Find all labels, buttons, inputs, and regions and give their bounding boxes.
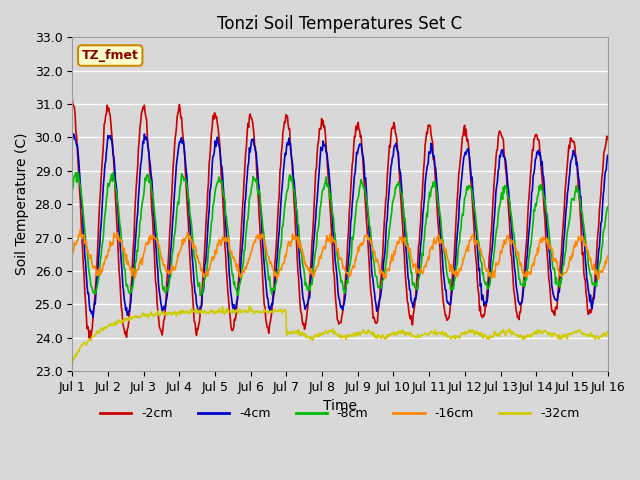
-8cm <box>406 264 414 270</box>
-32cm <box>422 331 429 337</box>
-8cm <box>422 220 429 226</box>
-4cm <box>217 162 225 168</box>
-16cm <box>421 263 429 269</box>
-32cm <box>69 360 77 366</box>
-4cm <box>89 314 97 320</box>
-8cm <box>217 179 225 184</box>
-4cm <box>406 288 414 293</box>
X-axis label: Time: Time <box>323 399 357 413</box>
-8cm <box>188 228 196 234</box>
-2cm <box>421 142 429 147</box>
-2cm <box>87 337 95 343</box>
-4cm <box>68 138 76 144</box>
-4cm <box>604 153 611 158</box>
-32cm <box>246 303 253 309</box>
-16cm <box>188 239 196 245</box>
-8cm <box>134 248 141 254</box>
-8cm <box>68 187 76 193</box>
Legend: -2cm, -4cm, -8cm, -16cm, -32cm: -2cm, -4cm, -8cm, -16cm, -32cm <box>95 402 585 425</box>
-16cm <box>604 253 611 259</box>
-2cm <box>134 163 141 169</box>
Line: -16cm: -16cm <box>72 230 607 279</box>
Text: TZ_fmet: TZ_fmet <box>82 49 139 62</box>
-4cm <box>189 261 196 266</box>
Line: -2cm: -2cm <box>72 99 607 340</box>
-2cm <box>216 153 224 158</box>
-16cm <box>79 232 86 238</box>
Line: -8cm: -8cm <box>72 172 607 296</box>
-16cm <box>216 241 224 247</box>
-16cm <box>68 252 76 258</box>
-4cm <box>79 207 86 213</box>
-8cm <box>79 204 86 209</box>
-16cm <box>134 267 141 273</box>
-2cm <box>406 313 413 319</box>
Line: -4cm: -4cm <box>72 134 607 317</box>
-4cm <box>70 131 77 137</box>
-32cm <box>604 329 611 335</box>
-32cm <box>68 359 76 365</box>
Line: -32cm: -32cm <box>72 306 607 363</box>
-2cm <box>188 283 196 289</box>
-8cm <box>74 169 82 175</box>
-32cm <box>188 306 196 312</box>
-2cm <box>68 96 76 102</box>
-32cm <box>406 330 414 336</box>
-32cm <box>79 342 86 348</box>
-4cm <box>422 173 429 179</box>
-2cm <box>604 137 611 143</box>
Title: Tonzi Soil Temperatures Set C: Tonzi Soil Temperatures Set C <box>218 15 463 33</box>
-16cm <box>77 227 84 233</box>
-8cm <box>604 204 611 210</box>
-32cm <box>216 310 224 315</box>
-4cm <box>134 194 142 200</box>
-2cm <box>78 233 86 239</box>
Y-axis label: Soil Temperature (C): Soil Temperature (C) <box>15 133 29 276</box>
-16cm <box>406 245 413 251</box>
-16cm <box>595 276 602 282</box>
-8cm <box>196 293 204 299</box>
-32cm <box>134 315 141 321</box>
